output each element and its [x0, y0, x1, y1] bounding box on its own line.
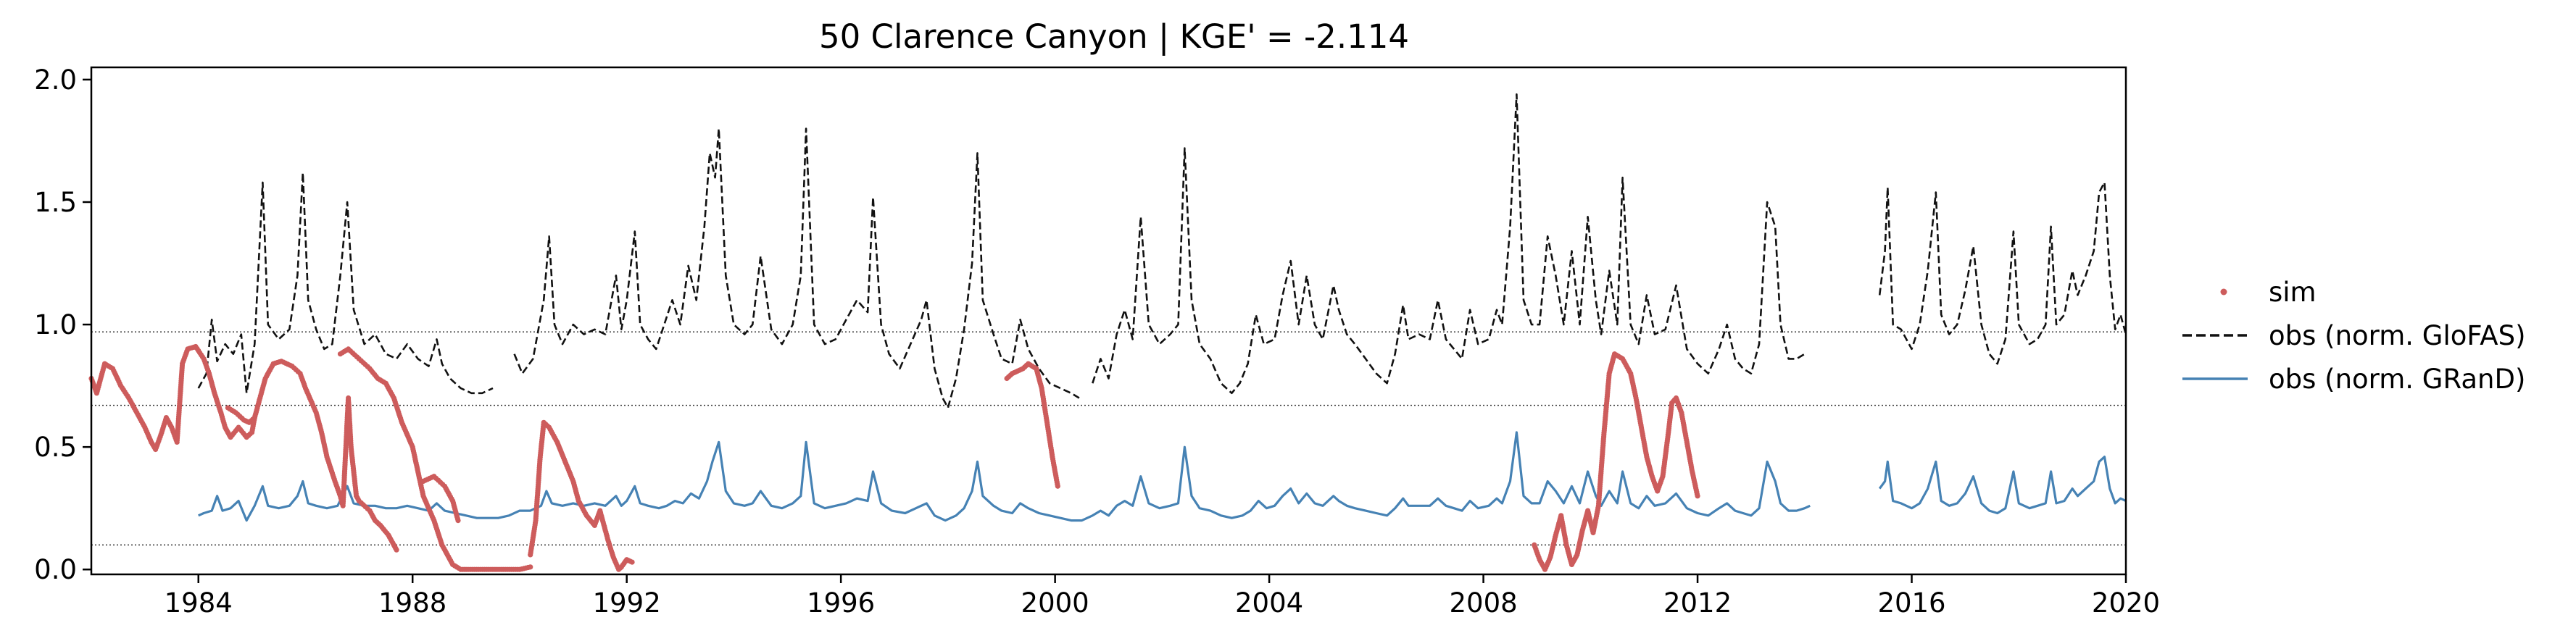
series-sim-segment-6: [1532, 351, 1700, 572]
y-tick-label: 2.0: [34, 64, 77, 96]
x-tick-label: 1984: [165, 587, 233, 619]
x-tick-label: 1996: [807, 587, 875, 619]
x-tick-label: 2020: [2092, 587, 2160, 619]
y-axis: 0.0 0.5 1.0 1.5 2.0: [34, 64, 91, 585]
legend-marker-sim: [2220, 288, 2227, 296]
series-glofas-segment-0: [197, 172, 494, 395]
series-glofas-segment-2: [1092, 93, 1806, 395]
sim-point: [629, 559, 635, 565]
y-tick-label: 0.5: [34, 432, 77, 463]
sim-point: [394, 547, 399, 553]
legend-label-glofas: obs (norm. GloFAS): [2269, 320, 2526, 351]
legend-label-grand: obs (norm. GRanD): [2269, 364, 2525, 395]
x-tick-label: 2012: [1663, 587, 1732, 619]
reference-lines: [91, 331, 2126, 546]
series-sim-segment-4: [528, 419, 635, 572]
sim-point: [528, 564, 533, 570]
series-sim-segment-0: [88, 343, 399, 553]
x-tick-label: 2008: [1449, 587, 1517, 619]
chart-title: 50 Clarence Canyon | KGE' = -2.114: [819, 17, 1409, 56]
series-sim-segment-3: [420, 474, 461, 524]
sim-point: [252, 414, 257, 421]
series-grand-segment-1: [1878, 456, 2127, 515]
sim-point: [1695, 493, 1700, 499]
series-glofas-segment-1: [513, 127, 1080, 409]
series-sim-segment-1: [225, 405, 257, 425]
x-tick-label: 1988: [378, 587, 446, 619]
x-tick-label: 2016: [1877, 587, 1945, 619]
legend-label-sim: sim: [2269, 277, 2317, 308]
legend: sim obs (norm. GloFAS) obs (norm. GRanD): [2182, 277, 2526, 395]
x-axis: 1984 1988 1992 1996 2000 2004 2008 2012 2016 2020: [165, 574, 2160, 619]
y-tick-label: 0.0: [34, 554, 77, 585]
series-grand-segment-0: [198, 431, 1811, 522]
series-sim-segment-2: [337, 346, 533, 572]
plot-frame: [90, 66, 2127, 576]
x-tick-label: 1992: [593, 587, 661, 619]
y-tick-label: 1.5: [34, 187, 77, 218]
x-tick-label: 2004: [1235, 587, 1303, 619]
plot-area: [88, 93, 2127, 572]
x-tick-label: 2000: [1021, 587, 1089, 619]
series-sim-segment-5: [1004, 361, 1060, 489]
y-tick-label: 1.0: [34, 309, 77, 340]
sim-point: [1055, 483, 1060, 489]
sim-point: [455, 518, 461, 524]
series-glofas-segment-3: [1878, 181, 2127, 365]
